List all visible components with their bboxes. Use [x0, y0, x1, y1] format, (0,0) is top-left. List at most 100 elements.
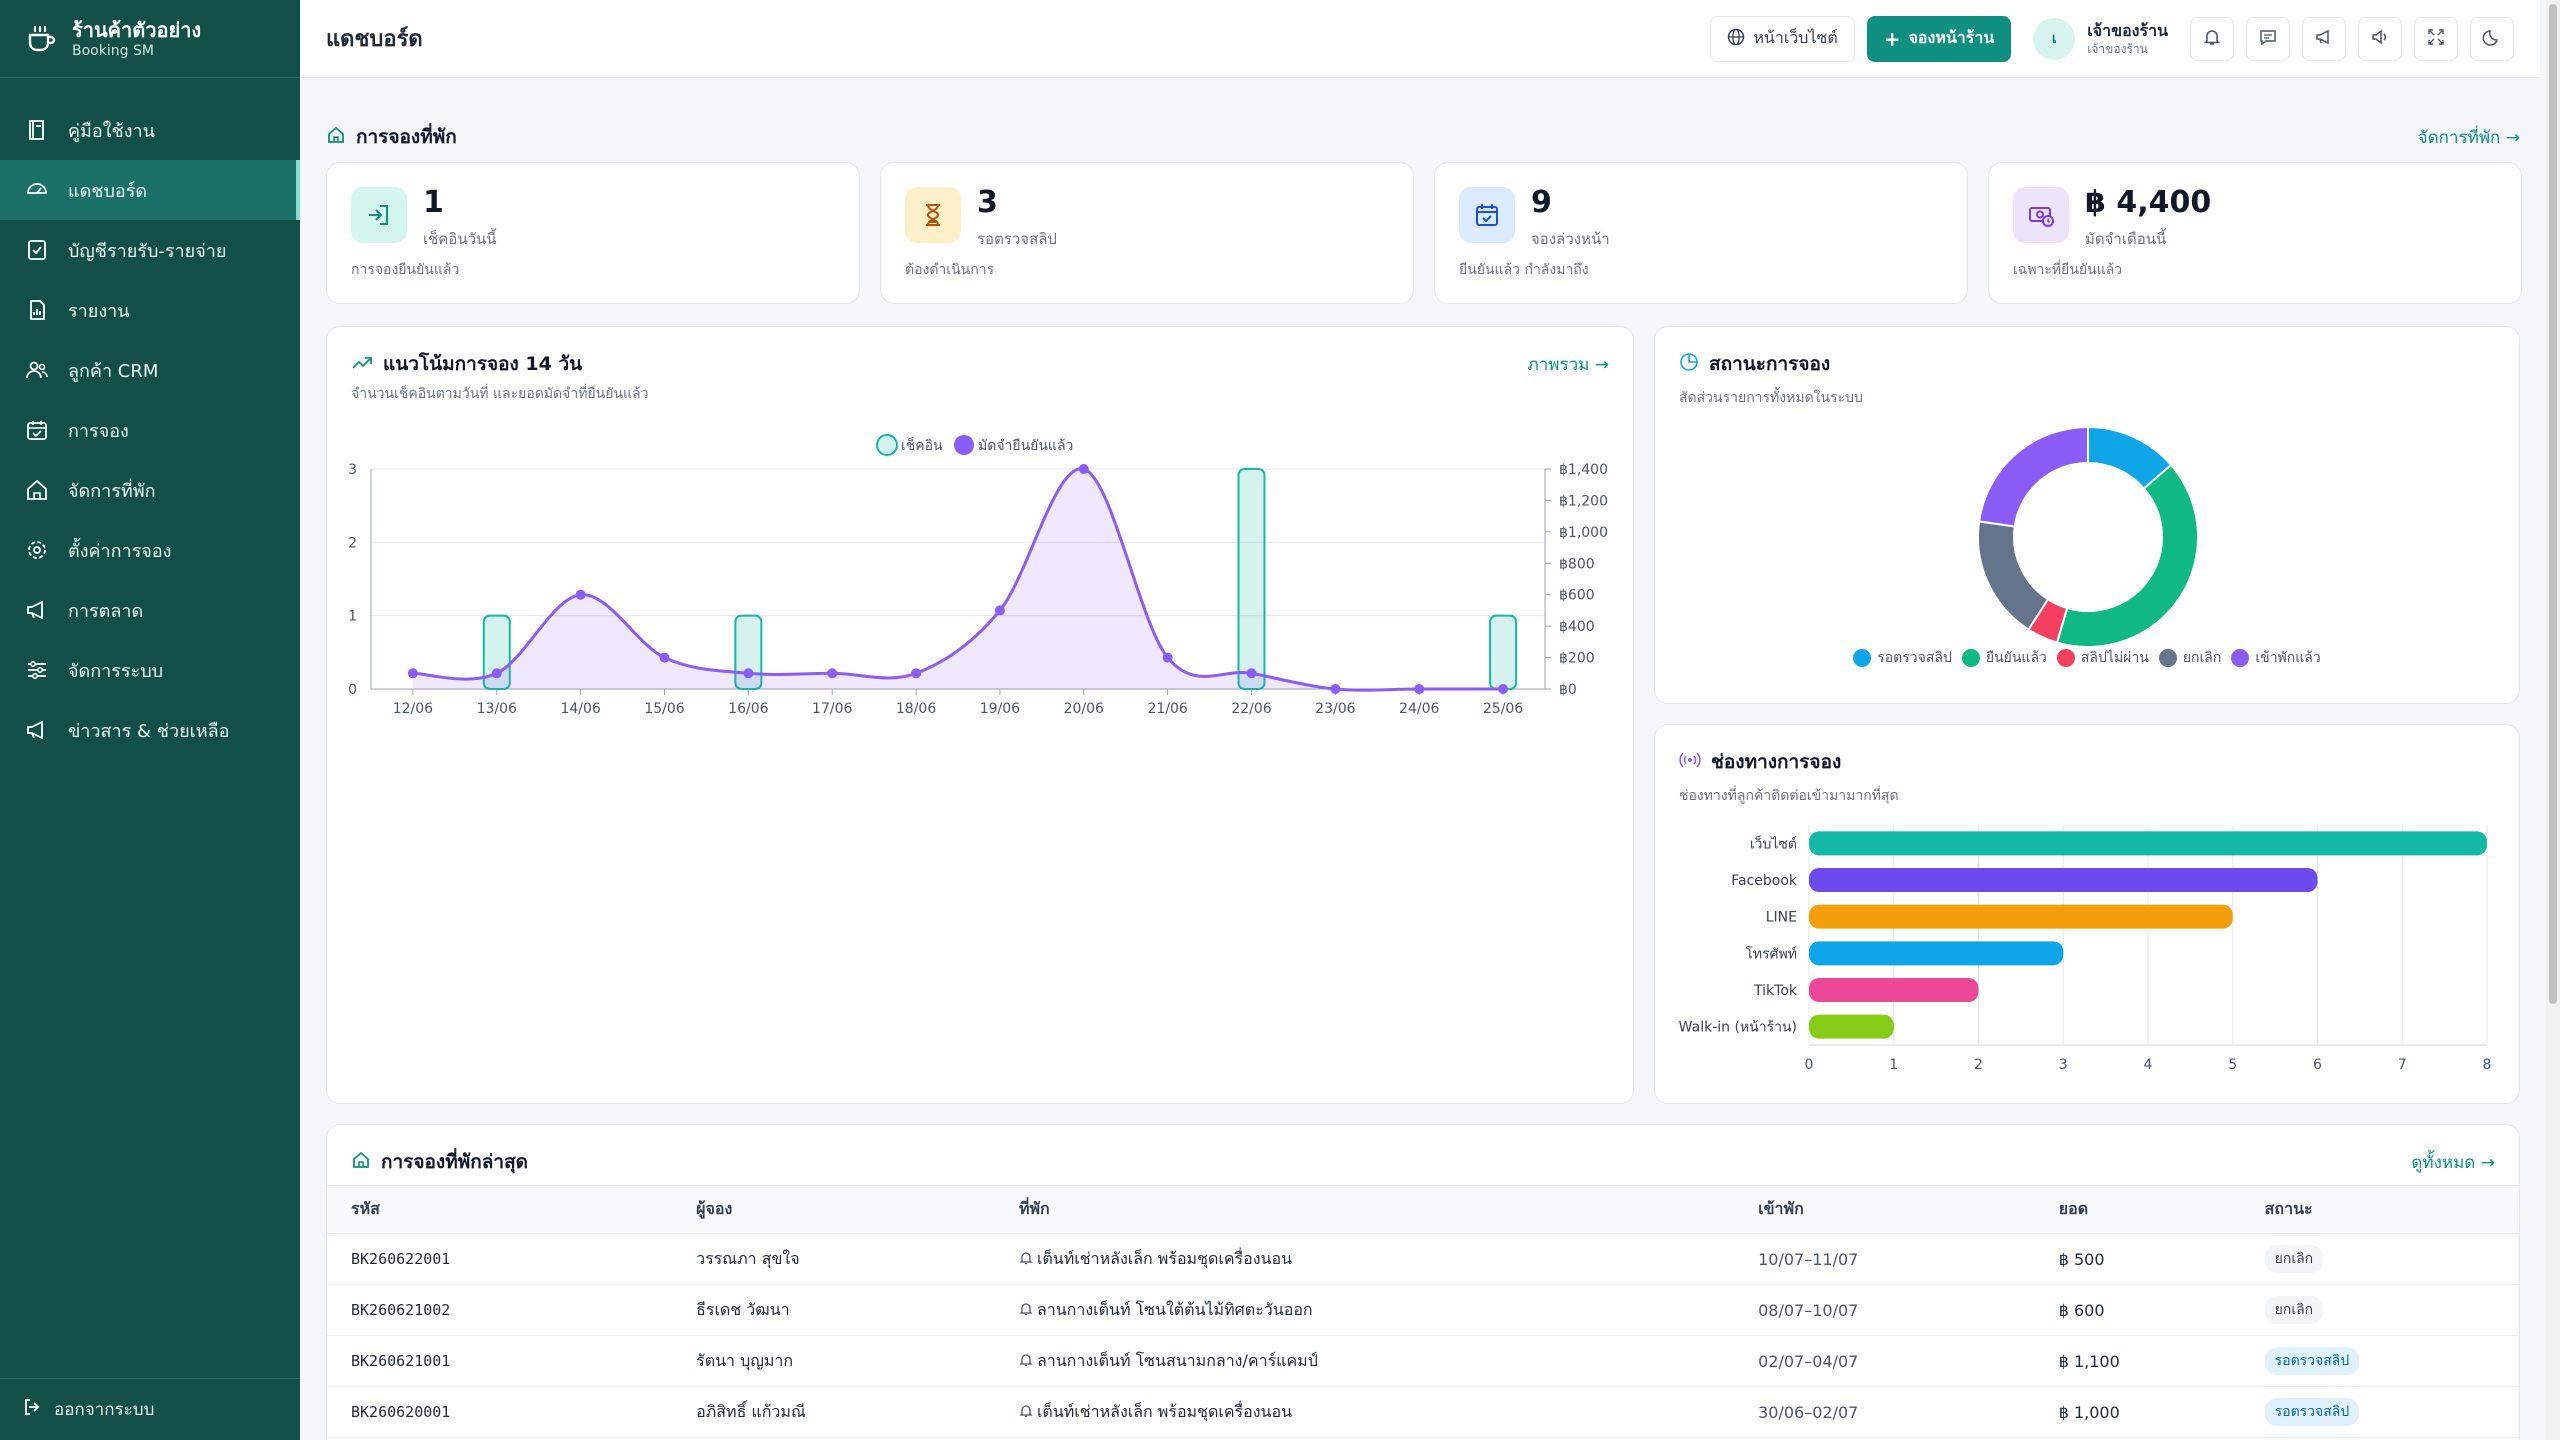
legend-label: มัดจำยืนยันแล้ว	[978, 438, 1073, 454]
deposit-point[interactable]	[827, 668, 838, 679]
x-tick-label: 4	[2144, 1057, 2153, 1073]
sidebar-item[interactable]: ลูกค้า CRM	[0, 340, 300, 400]
checkin-bar[interactable]	[1237, 468, 1266, 690]
announcement-button[interactable]	[2302, 16, 2346, 61]
table-row[interactable]: BK260621001 รัตนา บุญมาก ลานกางเต็นท์ โซนส…	[327, 1335, 2519, 1387]
stat-note: เฉพาะที่ยืนยันแล้ว	[2013, 262, 2123, 278]
deposit-point[interactable]	[1498, 684, 1509, 694]
column-header[interactable]: ที่พัก	[994, 1185, 1735, 1234]
channel-subtitle: ช่องทางที่ลูกค้าติดต่อเข้ามามากที่สุด	[1679, 788, 1899, 804]
table-row[interactable]: BK260620001 อภิสิทธิ์ แก้วมณี เต็นท์เช่าหล…	[327, 1386, 2519, 1438]
scrollbar-thumb[interactable]	[2549, 4, 2557, 1004]
accommodation-cell: ลานกางเต็นท์ โซนใต้ต้นไม้ทิศตะวันออก	[994, 1284, 1735, 1336]
deposit-point[interactable]	[407, 668, 418, 679]
sidebar-item-label: จัดการที่พัก	[68, 480, 156, 502]
stat-card[interactable]: ฿ 4,400 มัดจำเดือนนี้ เฉพาะที่ยืนยันแล้ว	[1988, 162, 2522, 304]
accommodation-name: เต็นท์เช่าหลังเล็ก พร้อมชุดเครื่องนอน	[1036, 1401, 1293, 1421]
checkin-bar[interactable]	[734, 614, 763, 691]
deposit-point[interactable]	[743, 668, 754, 679]
donut-slice[interactable]	[1977, 425, 2089, 528]
channel-bar[interactable]	[1809, 904, 2233, 929]
deposit-point[interactable]	[1246, 668, 1257, 679]
legend-item[interactable]: ยกเลิก	[2158, 647, 2221, 669]
table-row[interactable]: BK260622001 วรรณภา สุขใจ เต็นท์เช่าหลังเล็…	[327, 1233, 2519, 1285]
notification-button[interactable]	[2190, 16, 2234, 61]
donut-slice[interactable]	[1977, 520, 2050, 631]
category-label: โทรศัพท์	[1745, 945, 1797, 962]
legend-swatch	[2231, 649, 2250, 667]
y-tick-left: 1	[348, 609, 357, 625]
status-subtitle: สัดส่วนรายการทั้งหมดในระบบ	[1679, 390, 1863, 406]
stat-card[interactable]: 1 เช็คอินวันนี้ การจองยืนยันแล้ว	[326, 162, 860, 304]
booking-amount: ฿ 1,100	[2034, 1335, 2241, 1387]
deposit-point[interactable]	[491, 668, 502, 679]
theme-toggle-button[interactable]	[2470, 16, 2514, 61]
user-role: เจ้าของร้าน	[2087, 41, 2148, 56]
column-header[interactable]: สถานะ	[2240, 1185, 2519, 1234]
logout-button[interactable]: ออกจากระบบ	[0, 1378, 300, 1440]
legend-item[interactable]: รอตรวจสลิป	[1853, 647, 1952, 669]
sidebar-item[interactable]: บัญชีรายรับ-รายจ่าย	[0, 220, 300, 280]
deposit-point[interactable]	[1078, 464, 1089, 474]
sidebar-item[interactable]: ตั้งค่าการจอง	[0, 520, 300, 580]
table-row[interactable]: BK260621002 ธีรเดช วัฒนา ลานกางเต็นท์ โซนใ…	[327, 1284, 2519, 1336]
sound-button[interactable]	[2358, 16, 2402, 61]
sidebar-item-label: ลูกค้า CRM	[68, 360, 159, 382]
channel-bar[interactable]	[1809, 941, 2064, 966]
deposit-point[interactable]	[1162, 652, 1173, 663]
chat-button[interactable]	[2246, 16, 2290, 61]
sidebar-item[interactable]: ข่าวสาร & ช่วยเหลือ	[0, 700, 300, 760]
sidebar-item[interactable]: การจอง	[0, 400, 300, 460]
deposit-point[interactable]	[659, 652, 670, 663]
website-button[interactable]: หน้าเว็บไซต์	[1710, 15, 1855, 62]
sidebar-item[interactable]: แดชบอร์ด	[0, 160, 300, 220]
sliders-icon	[24, 657, 50, 683]
hourglass-icon	[905, 187, 961, 243]
sidebar-item-label: การตลาด	[68, 600, 144, 622]
deposit-point[interactable]	[1414, 684, 1425, 694]
stat-card[interactable]: 9 จองล่วงหน้า ยืนยันแล้ว กำลังมาถึง	[1434, 162, 1968, 304]
sidebar-item[interactable]: จัดการระบบ	[0, 640, 300, 700]
checkin-bar[interactable]	[1489, 614, 1518, 691]
trend-card: แนวโน้มการจอง 14 วัน จำนวนเช็คอินตามวันท…	[326, 326, 1634, 1104]
donut-slice[interactable]	[2055, 463, 2199, 648]
sidebar-item[interactable]: จัดการที่พัก	[0, 460, 300, 520]
scrollbar[interactable]	[2546, 0, 2560, 1440]
overview-link[interactable]: ภาพรวม →	[1527, 355, 1610, 375]
money-icon	[2013, 187, 2069, 243]
view-all-link[interactable]: ดูทั้งหมด →	[2411, 1153, 2495, 1173]
status-cell: ยกเลิก	[2240, 1284, 2519, 1336]
fullscreen-button[interactable]	[2414, 16, 2458, 61]
column-header[interactable]: รหัส	[327, 1185, 673, 1234]
sidebar-item[interactable]: การตลาด	[0, 580, 300, 640]
checkin-icon	[351, 187, 407, 243]
status-cell: ยกเลิก	[2240, 1233, 2519, 1285]
trend-chart: 0 1 2 3 ฿0 ฿200 ฿400 ฿600 ฿800 ฿1,000 ฿1,200 ฿1,400…	[348, 434, 1608, 717]
speaker-icon	[2370, 27, 2390, 51]
deposit-point[interactable]	[994, 605, 1005, 616]
sidebar-item[interactable]: คู่มือใช้งาน	[0, 100, 300, 160]
user-menu[interactable]: เ เจ้าของร้าน เจ้าของร้าน	[2023, 17, 2178, 60]
sidebar-item[interactable]: รายงาน	[0, 280, 300, 340]
column-header[interactable]: ผู้จอง	[672, 1185, 995, 1234]
channel-bar[interactable]	[1809, 868, 2318, 892]
column-header[interactable]: เข้าพัก	[1734, 1185, 2035, 1234]
channel-bar[interactable]	[1809, 1014, 1894, 1039]
column-header[interactable]: ยอด	[2034, 1185, 2241, 1234]
stat-card[interactable]: 3 รอตรวจสลิป ต้องดำเนินการ	[880, 162, 1414, 304]
deposit-point[interactable]	[911, 668, 922, 679]
megaphone-icon	[24, 717, 50, 743]
calendar-icon	[24, 417, 50, 443]
brand[interactable]: ร้านค้าตัวอย่าง Booking SM	[0, 0, 300, 78]
channel-bar[interactable]	[1809, 831, 2487, 856]
deposit-point[interactable]	[575, 589, 586, 600]
channel-bar[interactable]	[1809, 978, 1979, 1002]
accommodation-cell: เต็นท์เช่าหลังเล็ก พร้อมชุดเครื่องนอน	[994, 1386, 1735, 1438]
legend-item[interactable]: สลิปไม่ผ่าน	[2056, 647, 2149, 669]
legend-item[interactable]: ยืนยันแล้ว	[1961, 647, 2047, 669]
manage-accommodation-link[interactable]: จัดการที่พัก →	[2417, 128, 2520, 148]
x-tick-label: 24/06	[1399, 701, 1439, 717]
legend-item[interactable]: เข้าพักแล้ว	[2231, 647, 2321, 669]
book-storefront-button[interactable]: + จองหน้าร้าน	[1866, 15, 2012, 62]
deposit-point[interactable]	[1330, 684, 1341, 694]
